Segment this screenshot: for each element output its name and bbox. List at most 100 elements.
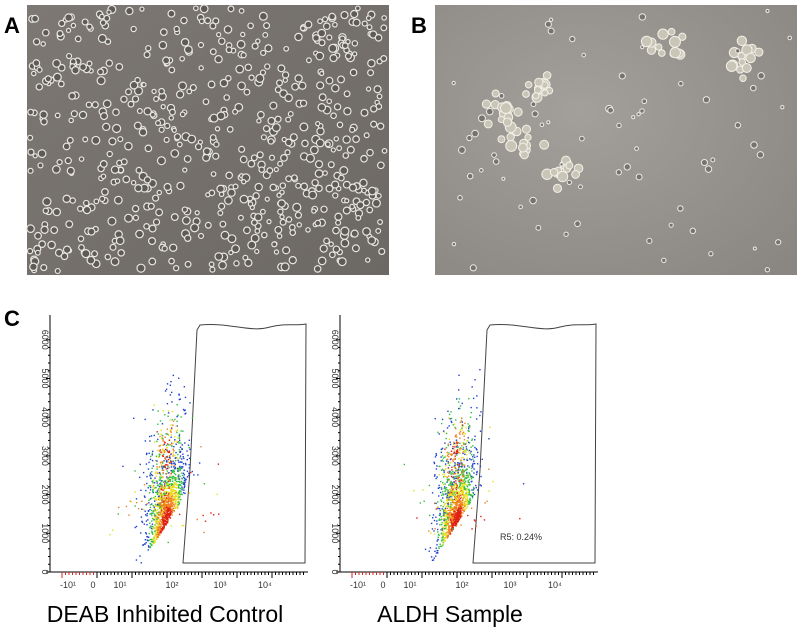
cell [70,198,75,203]
y-tick-label: 6000 [330,330,340,350]
cell [292,175,298,181]
cell [275,116,281,122]
event [474,519,475,520]
event [180,442,181,443]
event [468,428,469,429]
cell [159,88,165,94]
event [476,448,477,449]
x-tick-label: 10¹ [113,580,126,590]
event [167,485,168,486]
cell [131,26,136,31]
cell [121,159,127,165]
event [153,511,154,512]
event [166,514,167,515]
cell [153,195,159,201]
event [458,516,459,517]
event [434,557,435,558]
event [448,512,449,513]
event [159,511,160,512]
cell [169,258,174,263]
cell [100,20,106,26]
event [458,502,459,503]
event [459,486,460,487]
cell [98,35,106,43]
event [451,451,452,452]
event [162,440,163,441]
event [187,471,188,472]
event [476,456,477,457]
event [472,459,473,460]
cell [566,162,573,169]
cell [182,207,187,212]
cell [211,172,216,177]
event [161,508,162,509]
event [157,494,158,495]
event [168,542,169,543]
event [453,486,454,487]
event [472,463,473,464]
event [450,533,451,534]
event [476,474,477,475]
event [152,513,153,514]
cell [101,113,108,120]
event [171,446,172,447]
cell [107,10,111,14]
event [168,485,169,486]
cell [214,142,219,147]
event [447,481,448,482]
event [459,432,460,433]
cell [239,215,244,220]
event [151,539,152,540]
event [448,533,449,534]
event [174,490,175,491]
cell [132,206,138,212]
event [450,459,451,460]
cell [126,89,132,95]
event [439,433,440,434]
event [482,459,483,460]
event [162,513,163,514]
event [160,524,161,525]
cell [292,83,299,90]
cell [658,29,668,39]
event [170,470,171,471]
event [178,468,179,469]
event [454,423,455,424]
event [434,528,435,529]
event [185,397,186,398]
event [480,466,481,467]
event [183,409,184,410]
event [461,486,462,487]
y-tick-label: 3000 [40,446,50,466]
cell [241,53,246,58]
event [466,492,467,493]
event [474,379,475,380]
event [462,457,463,458]
cell [318,19,323,24]
event [178,504,179,505]
cell [360,179,367,186]
event [183,490,184,491]
event [443,513,444,514]
event [448,510,449,511]
event [159,489,160,490]
event [469,466,470,467]
event [182,466,183,467]
event [476,472,477,473]
event [171,490,172,491]
event [135,491,136,492]
cell [331,148,335,152]
cell [498,136,505,143]
cell [265,45,272,52]
event [171,483,172,484]
event [486,501,487,502]
cell [130,81,137,88]
cell [199,66,203,70]
event [171,485,172,486]
y-tick-label: 6000 [40,330,50,350]
cell [45,76,51,82]
event [145,532,146,533]
event [170,498,171,499]
event [445,488,446,489]
event [447,495,448,496]
